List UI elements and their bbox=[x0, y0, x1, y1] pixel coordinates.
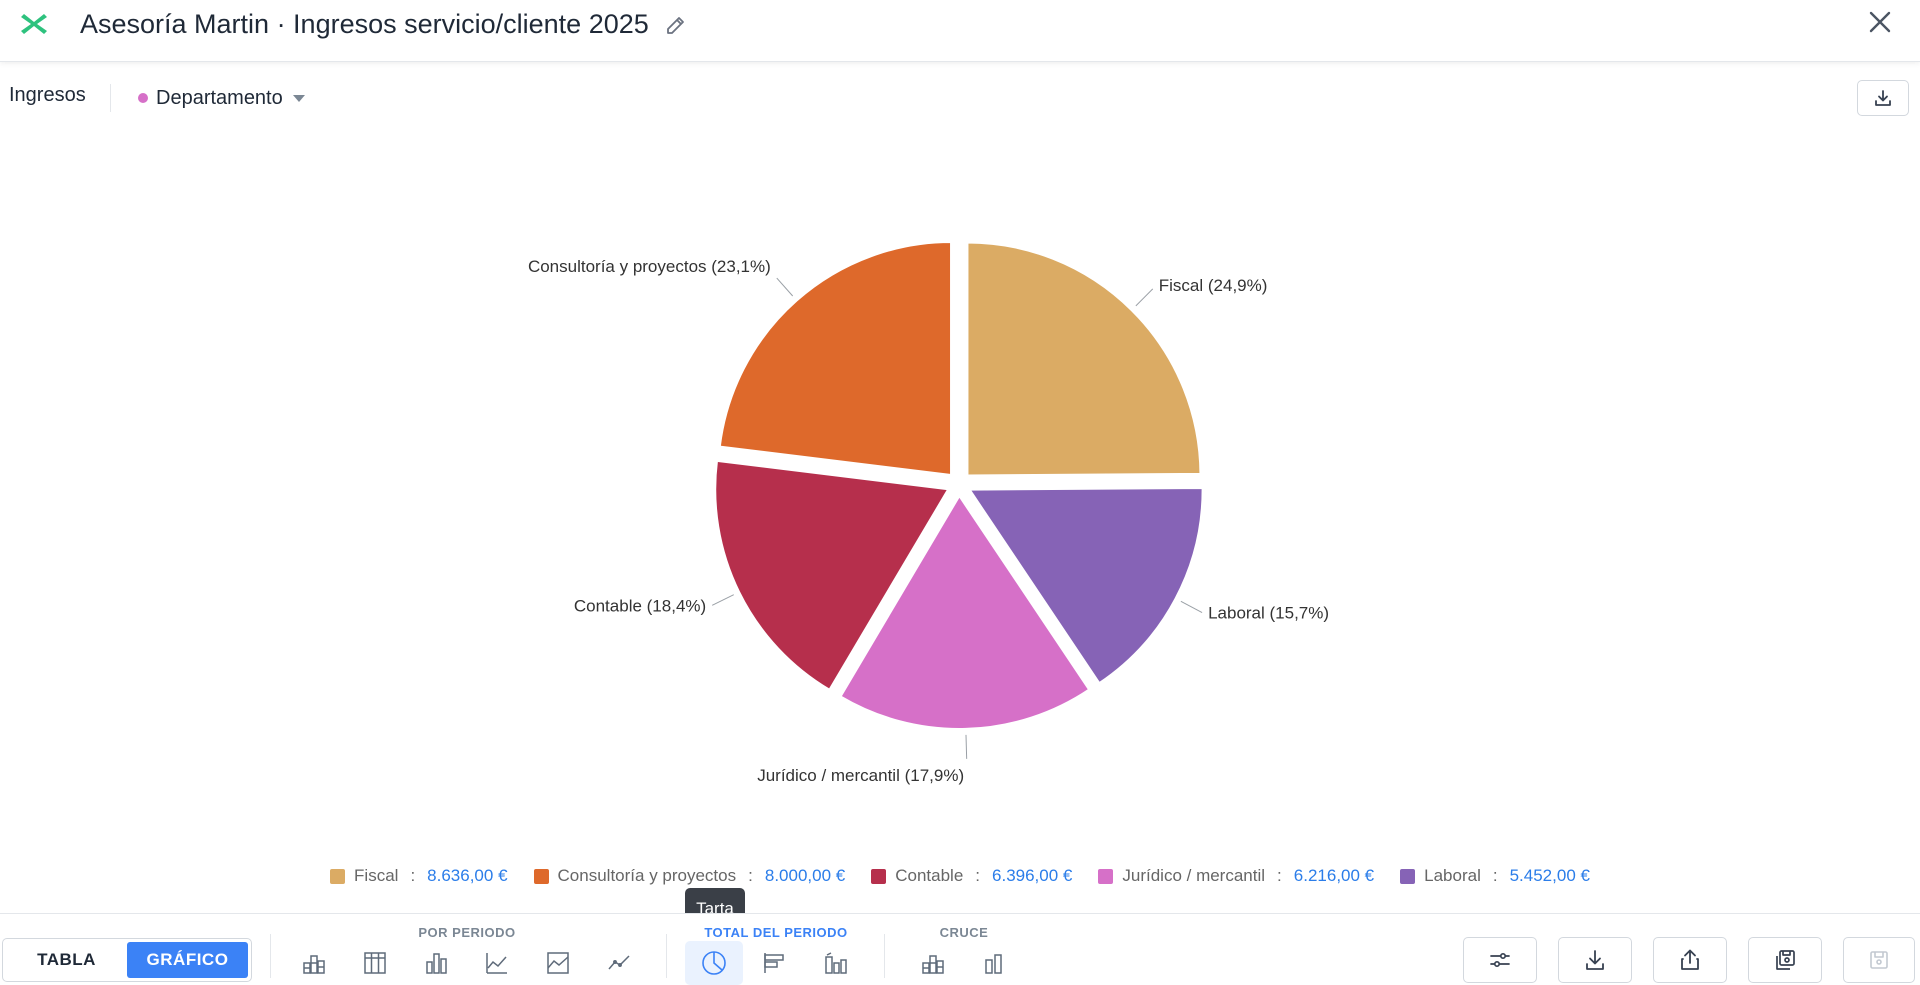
horizontal-bar-chart-button[interactable] bbox=[746, 941, 804, 985]
pie-slice-label: Contable (18,4%) bbox=[574, 596, 706, 615]
divider bbox=[110, 84, 111, 112]
legend-swatch bbox=[1400, 868, 1416, 884]
dimension-dot-icon bbox=[138, 93, 148, 103]
area-chart-button[interactable] bbox=[529, 941, 587, 985]
tabla-button[interactable]: TABLA bbox=[37, 950, 96, 969]
legend-separator: : bbox=[975, 866, 981, 885]
area-chart-icon bbox=[547, 952, 569, 974]
area-line-icon bbox=[486, 953, 507, 974]
legend-value: 8.000,00 € bbox=[764, 866, 846, 885]
pie-label-line bbox=[1180, 600, 1203, 614]
legend-item[interactable]: Contable:6.396,00 € bbox=[871, 866, 1072, 886]
pie-slice-label: Consultoría y proyectos (23,1%) bbox=[528, 257, 771, 276]
cross-bar-icon bbox=[985, 954, 1002, 974]
group-label-cruce: CRUCE bbox=[939, 925, 989, 940]
pie-chart-button[interactable] bbox=[685, 941, 743, 985]
pencil-icon[interactable] bbox=[664, 13, 688, 37]
pie-chart: Fiscal (24,9%) Consultoría y proyectos (2… bbox=[528, 241, 1329, 785]
save-icon bbox=[1870, 951, 1888, 969]
legend-separator: : bbox=[748, 866, 753, 885]
group-label-por-periodo: POR PERIODO bbox=[418, 925, 516, 940]
bottom-toolbar: TABLA GRÁFICO POR PERIODO TOTAL DEL PERI… bbox=[0, 913, 1920, 985]
header-bar: Asesoría Martin · Ingresos servicio/clie… bbox=[0, 0, 1920, 62]
line-chart-icon bbox=[608, 955, 630, 970]
columns-icon bbox=[364, 952, 386, 974]
settings-button[interactable] bbox=[1463, 937, 1537, 983]
legend-label: Fiscal bbox=[354, 866, 399, 885]
sliders-icon bbox=[1490, 952, 1510, 968]
chart-legend: Fiscal:8.636,00 € Consultoría y proyectos… bbox=[0, 862, 1920, 890]
line-chart-button[interactable] bbox=[590, 941, 648, 985]
pie-chart-icon bbox=[702, 951, 726, 975]
horizontal-bar-icon bbox=[764, 953, 784, 973]
legend-item[interactable]: Jurídico / mercantil:6.216,00 € bbox=[1098, 866, 1374, 886]
download-chart-button[interactable] bbox=[1857, 80, 1909, 116]
page-title: Asesoría Martin · Ingresos servicio/clie… bbox=[80, 9, 649, 39]
pie-slice[interactable] bbox=[839, 494, 1091, 730]
legend-swatch bbox=[1098, 868, 1114, 884]
close-icon[interactable] bbox=[1866, 8, 1894, 36]
pie-label-line bbox=[711, 594, 734, 606]
legend-value: 5.452,00 € bbox=[1509, 866, 1590, 885]
legend-separator: : bbox=[1277, 866, 1282, 885]
legend-item[interactable]: Laboral:5.452,00 € bbox=[1400, 866, 1590, 886]
caret-down-icon bbox=[292, 94, 305, 102]
cross-stacked-icon bbox=[922, 955, 944, 974]
grafico-button[interactable]: GRÁFICO bbox=[127, 942, 248, 978]
legend-label: Laboral bbox=[1424, 866, 1481, 885]
download-icon bbox=[1586, 950, 1604, 970]
group-label-total-periodo: TOTAL DEL PERIODO bbox=[704, 925, 848, 940]
divider bbox=[884, 934, 885, 978]
stacked-bar-icon bbox=[303, 955, 325, 974]
pie-slice-label: Fiscal (24,9%) bbox=[1159, 276, 1268, 295]
bar-chart-button[interactable] bbox=[407, 941, 465, 985]
legend-separator: : bbox=[410, 866, 416, 885]
pie-label-line bbox=[1135, 288, 1154, 307]
legend-label: Contable bbox=[895, 866, 964, 885]
pie-slice-label: Jurídico / mercantil (17,9%) bbox=[757, 766, 964, 785]
download-icon bbox=[1875, 90, 1891, 106]
measure-label: Ingresos bbox=[9, 84, 86, 106]
legend-swatch bbox=[533, 868, 549, 884]
save-copy-icon bbox=[1776, 950, 1795, 970]
legend-label: Jurídico / mercantil bbox=[1122, 866, 1266, 885]
share-button[interactable] bbox=[1653, 937, 1727, 983]
bar-chart-icon bbox=[426, 953, 447, 974]
dimension-dropdown[interactable]: Departamento bbox=[138, 84, 305, 112]
legend-swatch bbox=[871, 868, 887, 884]
legend-separator: : bbox=[1492, 866, 1498, 885]
stacked-bar-chart-button[interactable] bbox=[285, 941, 343, 985]
legend-item[interactable]: Consultoría y proyectos:8.000,00 € bbox=[533, 866, 846, 886]
save-copy-button[interactable] bbox=[1748, 937, 1822, 983]
pie-label-line bbox=[776, 277, 794, 297]
line-area-chart-button[interactable] bbox=[468, 941, 526, 985]
cross-bar-chart-button[interactable] bbox=[965, 941, 1023, 985]
pie-slice[interactable] bbox=[966, 241, 1202, 477]
legend-label: Consultoría y proyectos bbox=[557, 866, 737, 885]
pie-slice[interactable] bbox=[968, 486, 1204, 685]
share-icon bbox=[1681, 949, 1699, 970]
pie-slice[interactable] bbox=[714, 459, 950, 691]
divider bbox=[270, 934, 271, 978]
divider bbox=[666, 934, 667, 978]
legend-value: 8.636,00 € bbox=[427, 866, 508, 885]
pie-slice[interactable] bbox=[718, 241, 953, 477]
comparison-bar-chart-button[interactable] bbox=[807, 941, 865, 985]
legend-item[interactable]: Fiscal:8.636,00 € bbox=[330, 866, 508, 886]
pie-slice-label: Laboral (15,7%) bbox=[1208, 604, 1329, 623]
view-toggle: TABLA GRÁFICO bbox=[2, 938, 252, 982]
legend-swatch bbox=[330, 868, 346, 884]
comparison-bar-icon bbox=[825, 952, 847, 974]
download-button[interactable] bbox=[1558, 937, 1632, 983]
legend-value: 6.216,00 € bbox=[1293, 866, 1375, 885]
column-table-chart-button[interactable] bbox=[346, 941, 404, 985]
dimension-label: Departamento bbox=[156, 86, 283, 109]
save-button[interactable] bbox=[1843, 937, 1915, 983]
legend-value: 6.396,00 € bbox=[992, 866, 1073, 885]
cross-stacked-chart-button[interactable] bbox=[904, 941, 962, 985]
app-logo-icon bbox=[21, 14, 47, 34]
pie-label-line bbox=[965, 734, 968, 759]
